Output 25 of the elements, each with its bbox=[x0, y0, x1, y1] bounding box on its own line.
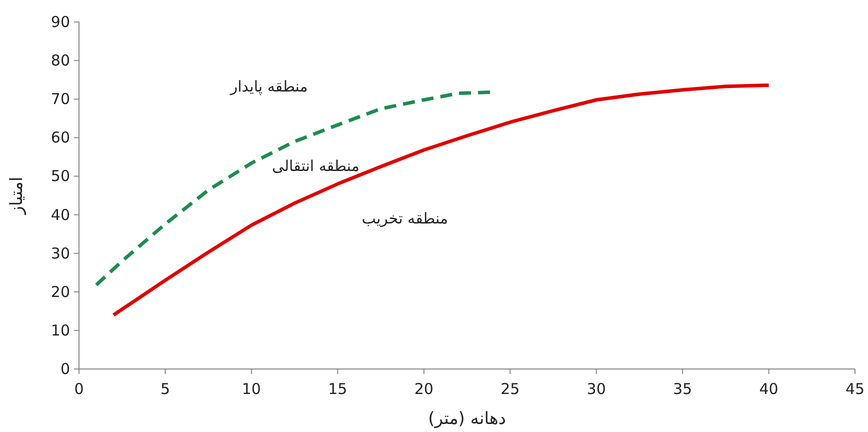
y-tick-label: 80 bbox=[50, 52, 70, 70]
y-tick-label: 0 bbox=[60, 360, 70, 378]
y-tick-label: 20 bbox=[50, 282, 70, 301]
y-tick-label: 30 bbox=[50, 244, 70, 262]
y-axis-title: امتیاز bbox=[7, 176, 27, 216]
x-axis-title: دهانه (متر) bbox=[428, 409, 506, 429]
x-tick-label: 45 bbox=[845, 380, 865, 398]
x-tick-label: 35 bbox=[673, 380, 692, 398]
x-tick-label: 25 bbox=[500, 380, 520, 398]
y-tick-label: 90 bbox=[50, 13, 70, 31]
x-tick-label: 0 bbox=[74, 380, 84, 398]
x-tick-label: 40 bbox=[759, 380, 778, 398]
annotation: منطقه انتقالی bbox=[272, 157, 360, 176]
x-tick-label: 15 bbox=[328, 380, 348, 398]
y-tick-label: 50 bbox=[50, 167, 70, 186]
x-tick-label: 10 bbox=[242, 380, 261, 398]
x-tick-label: 5 bbox=[160, 380, 170, 398]
y-tick-label: 10 bbox=[50, 321, 70, 340]
x-tick-label: 20 bbox=[414, 380, 434, 398]
y-tick-label: 40 bbox=[50, 206, 70, 224]
y-tick-label: 70 bbox=[50, 90, 70, 108]
x-tick-label: 30 bbox=[586, 380, 606, 398]
annotation: منطقه تخریب bbox=[362, 209, 448, 228]
y-tick-label: 60 bbox=[50, 128, 70, 147]
annotation: منطقه پایدار bbox=[229, 77, 308, 96]
